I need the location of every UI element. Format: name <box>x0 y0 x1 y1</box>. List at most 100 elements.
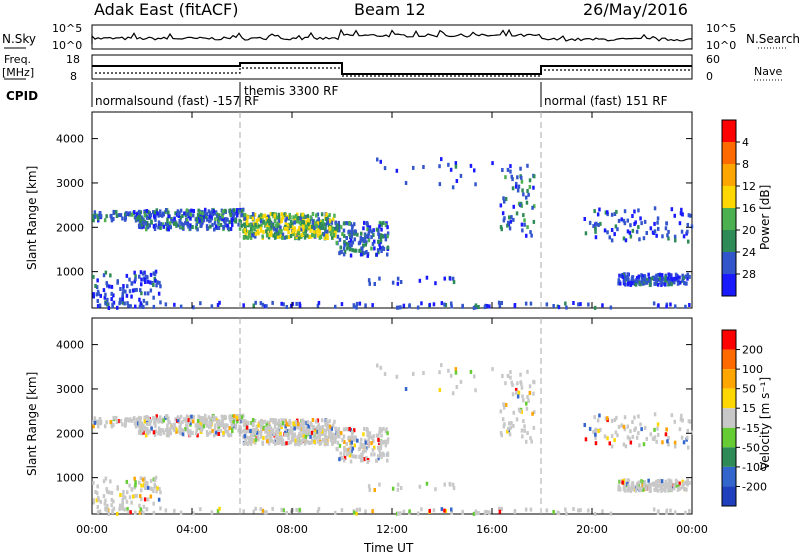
power-echo <box>377 250 380 255</box>
velocity-echo <box>237 415 240 420</box>
power-echo <box>459 173 463 178</box>
velocity-echo <box>523 428 526 433</box>
velocity-echo <box>221 420 224 425</box>
velocity-echo <box>334 426 337 431</box>
velocity-echo <box>615 415 618 420</box>
colorbar-swatch <box>722 186 736 208</box>
power-echo <box>186 222 189 227</box>
power-echo <box>181 225 185 230</box>
velocity-echo <box>265 435 268 440</box>
velocity-echo <box>670 413 674 418</box>
velocity-echo <box>216 420 219 425</box>
power-echo <box>365 222 369 227</box>
velocity-echo <box>350 449 353 454</box>
velocity-echo <box>473 374 476 379</box>
power-echo <box>674 304 677 309</box>
power-echo <box>267 232 271 237</box>
power-echo <box>674 238 677 243</box>
power-echo <box>138 212 142 217</box>
velocity-echo <box>203 421 206 425</box>
power-echo <box>472 305 476 310</box>
power-echo <box>133 279 136 284</box>
power-echo <box>572 301 575 305</box>
velocity-echo <box>300 439 304 443</box>
power-echo <box>96 304 100 309</box>
velocity-echo <box>443 482 446 487</box>
velocity-echo <box>528 384 532 389</box>
velocity-echo <box>122 493 125 498</box>
velocity-echo <box>280 418 283 423</box>
power-echo <box>134 215 137 220</box>
velocity-echo <box>455 385 459 389</box>
velocity-echo <box>412 371 415 376</box>
power-echo <box>687 213 691 218</box>
velocity-echo <box>592 430 595 435</box>
velocity-echo <box>307 425 310 429</box>
velocity-echo <box>270 436 273 441</box>
velocity-echo <box>502 402 505 407</box>
velocity-echo <box>231 429 234 434</box>
power-echo <box>651 276 654 281</box>
power-echo <box>333 226 337 231</box>
velocity-echo <box>224 429 227 434</box>
power-echo <box>309 215 313 220</box>
power-echo <box>412 165 415 170</box>
power-echo <box>631 281 634 286</box>
power-echo <box>520 203 523 208</box>
velocity-echo <box>380 439 384 444</box>
velocity-echo <box>157 497 161 502</box>
power-echo <box>204 207 207 212</box>
power-echo <box>231 223 234 228</box>
velocity-ylabel: Slant Range [km] <box>25 372 39 476</box>
power-echo <box>368 227 371 232</box>
power-echo <box>366 253 369 258</box>
power-echo <box>287 235 291 240</box>
power-echo <box>686 276 689 281</box>
power-echo <box>317 217 320 222</box>
velocity-echo <box>383 372 387 377</box>
velocity-echo <box>243 434 247 439</box>
velocity-echo <box>664 488 667 493</box>
power-echo <box>148 223 151 228</box>
power-echo <box>372 228 375 233</box>
colorbar-tick-label: 20 <box>742 224 756 237</box>
power-echo <box>268 220 272 224</box>
power-echo <box>521 188 524 193</box>
velocity-echo <box>447 368 450 373</box>
power-echo <box>276 231 279 236</box>
velocity-echo <box>324 423 328 428</box>
velocity-echo <box>557 511 561 516</box>
velocity-echo <box>438 370 441 375</box>
velocity-echo <box>377 446 380 451</box>
station-title: Adak East (fitACF) <box>94 0 239 19</box>
power-echo <box>616 227 619 232</box>
velocity-echo <box>140 421 143 426</box>
velocity-echo <box>220 422 224 427</box>
velocity-echo <box>362 432 365 437</box>
power-echo <box>620 217 623 222</box>
sky-noise-panel: N.Sky N.Search 10^5 10^0 10^5 10^0 <box>2 22 800 52</box>
velocity-echo <box>469 369 473 374</box>
power-echo <box>380 249 383 253</box>
power-echo <box>258 214 261 219</box>
velocity-echo <box>138 418 142 423</box>
power-echo <box>281 235 284 240</box>
velocity-echo <box>179 430 182 435</box>
power-echo <box>296 219 300 224</box>
power-echo <box>499 225 503 229</box>
power-echo <box>174 211 177 216</box>
power-echo <box>121 291 124 296</box>
velocity-echo <box>678 427 682 432</box>
power-echo <box>440 157 443 162</box>
power-echo <box>610 212 614 217</box>
velocity-echo <box>138 510 142 515</box>
velocity-echo <box>658 478 662 483</box>
velocity-echo <box>606 436 609 441</box>
power-echo <box>94 284 97 288</box>
velocity-echo <box>372 439 375 443</box>
velocity-echo <box>132 494 135 499</box>
power-echo <box>663 278 667 283</box>
velocity-echo <box>161 419 164 424</box>
power-echo <box>218 300 221 305</box>
velocity-echo <box>121 500 124 505</box>
